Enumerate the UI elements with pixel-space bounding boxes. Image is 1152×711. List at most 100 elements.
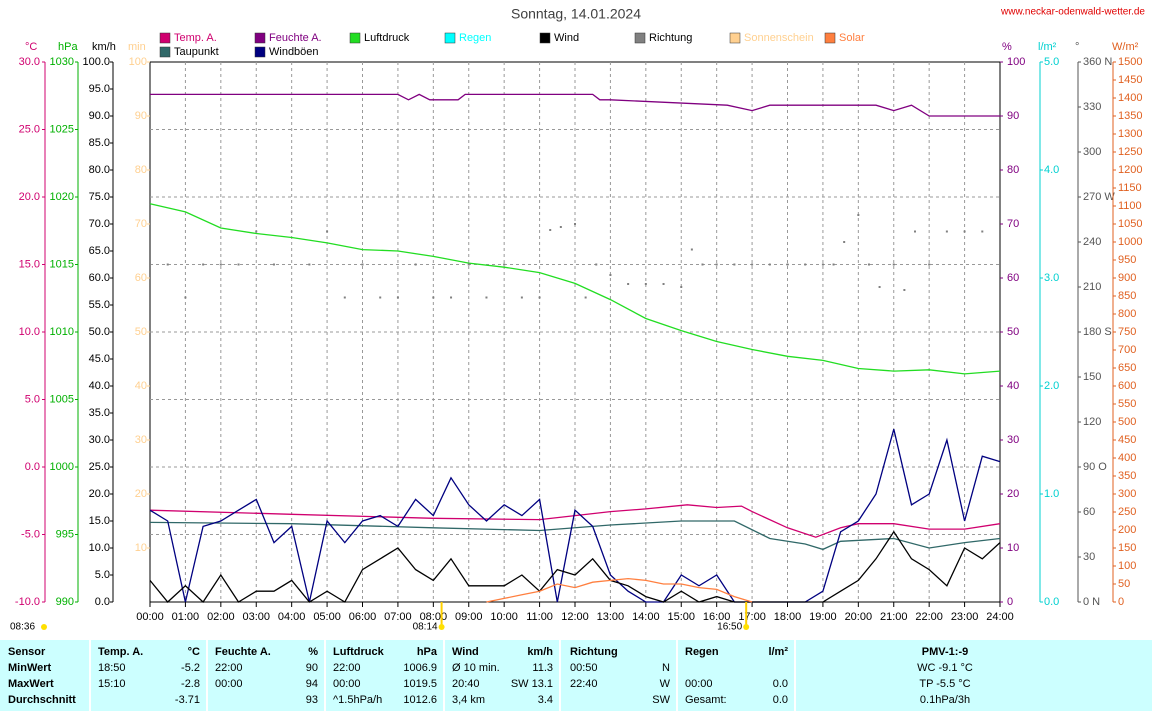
table-header: Richtung bbox=[570, 646, 618, 658]
sun-marker bbox=[743, 624, 750, 630]
y-tick-label: 100.0 bbox=[82, 56, 110, 68]
table-header: PMV-1:-9 bbox=[922, 646, 968, 658]
table-cell: 3.4 bbox=[538, 694, 553, 706]
direction-dot bbox=[914, 230, 916, 233]
y-tick-label: 180 S bbox=[1083, 326, 1112, 338]
y-tick-label: 65.0 bbox=[89, 245, 110, 257]
direction-dot bbox=[584, 296, 587, 299]
table-cell: 00:00 bbox=[333, 678, 361, 690]
direction-dot bbox=[396, 296, 399, 299]
direction-dot bbox=[202, 263, 205, 266]
sun-marker bbox=[438, 624, 445, 630]
table-cell: 0.0 bbox=[773, 694, 788, 706]
legend-swatch bbox=[539, 32, 551, 44]
y-tick-label: 50 bbox=[135, 326, 147, 338]
y-tick-label: 3.0 bbox=[1044, 272, 1059, 284]
y-tick-label: 75.0 bbox=[89, 191, 110, 203]
annotation: 08:36 bbox=[10, 622, 35, 633]
y-tick-label: 10.0 bbox=[89, 542, 110, 554]
direction-dot bbox=[878, 286, 881, 288]
y-tick-label: 35.0 bbox=[89, 407, 110, 419]
table-cell: 3,4 km bbox=[452, 694, 485, 706]
y-tick-label: 1025 bbox=[50, 123, 74, 135]
direction-dot bbox=[308, 263, 311, 266]
chart-title: Sonntag, 14.01.2024 bbox=[511, 6, 641, 22]
y-tick-label: 1450 bbox=[1118, 74, 1142, 86]
y-tick-label: 600 bbox=[1118, 380, 1136, 392]
sun-marker bbox=[41, 624, 47, 630]
y-tick-label: 100 bbox=[1118, 560, 1136, 572]
table-cell: TP -5.5 °C bbox=[919, 678, 970, 690]
direction-dot bbox=[559, 226, 562, 228]
table-cell: W bbox=[660, 678, 671, 690]
x-tick-label: 06:00 bbox=[349, 611, 377, 623]
x-tick-label: 12:00 bbox=[561, 611, 589, 623]
table-cell: 11.3 bbox=[532, 662, 553, 674]
y-tick-label: 40 bbox=[135, 380, 147, 392]
source-link: www.neckar-odenwald-wetter.de bbox=[1000, 7, 1145, 18]
table-header: Temp. A. bbox=[98, 646, 143, 658]
y-tick-label: 50.0 bbox=[89, 326, 110, 338]
y-tick-label: 1250 bbox=[1118, 146, 1142, 158]
y-tick-label: 270 W bbox=[1083, 191, 1115, 203]
x-tick-label: 23:00 bbox=[951, 611, 979, 623]
x-tick-label: 22:00 bbox=[915, 611, 943, 623]
y-tick-label: 500 bbox=[1118, 416, 1136, 428]
legend-label: Windböen bbox=[269, 46, 319, 58]
direction-dot bbox=[662, 283, 665, 285]
legend-swatch bbox=[444, 32, 456, 44]
y-tick-label: 80 bbox=[1007, 164, 1019, 176]
axis-unit: hPa bbox=[58, 41, 78, 53]
direction-dot bbox=[751, 263, 754, 266]
table-cell: SW 13.1 bbox=[511, 678, 553, 690]
table-header: Luftdruck bbox=[333, 646, 385, 658]
direction-dot bbox=[928, 263, 931, 266]
legend-swatch bbox=[729, 32, 741, 44]
direction-dot bbox=[945, 230, 948, 233]
y-tick-label: 450 bbox=[1118, 434, 1136, 446]
y-tick-label: 30.0 bbox=[89, 434, 110, 446]
x-tick-label: 16:00 bbox=[703, 611, 731, 623]
series-line bbox=[149, 429, 1001, 603]
legend-swatch bbox=[159, 46, 171, 58]
y-tick-label: 5.0 bbox=[95, 569, 110, 581]
table-header: km/h bbox=[527, 646, 553, 658]
y-tick-label: 100 bbox=[1007, 56, 1025, 68]
table-cell: WC -9.1 °C bbox=[917, 662, 973, 674]
direction-dot bbox=[903, 289, 906, 291]
series-line bbox=[150, 93, 1000, 117]
table-cell: 00:00 bbox=[685, 678, 713, 690]
direction-dot bbox=[520, 296, 523, 299]
direction-dot bbox=[343, 296, 346, 299]
y-tick-label: 1010 bbox=[50, 326, 74, 338]
y-tick-label: 20 bbox=[1007, 488, 1019, 500]
direction-dot bbox=[237, 263, 240, 266]
direction-dot bbox=[733, 263, 736, 266]
table-cell: N bbox=[662, 662, 670, 674]
direction-dot bbox=[843, 241, 846, 243]
direction-dot bbox=[690, 248, 693, 251]
direction-dot bbox=[219, 263, 222, 266]
x-tick-label: 01:00 bbox=[172, 611, 200, 623]
y-tick-label: 1300 bbox=[1118, 128, 1142, 140]
y-tick-label: 100 bbox=[129, 56, 147, 68]
legend-label: Luftdruck bbox=[364, 32, 410, 44]
y-tick-label: 1150 bbox=[1118, 182, 1142, 194]
y-tick-label: 5.0 bbox=[25, 393, 40, 405]
legend-swatch bbox=[159, 32, 171, 44]
direction-dot bbox=[549, 229, 552, 231]
direction-dot bbox=[538, 296, 541, 299]
axis-unit: W/m² bbox=[1112, 41, 1139, 53]
axis-unit: % bbox=[1002, 41, 1012, 53]
direction-dot bbox=[715, 263, 718, 266]
y-tick-label: 60 bbox=[135, 272, 147, 284]
series-line bbox=[149, 530, 1001, 603]
x-tick-label: 24:00 bbox=[986, 611, 1014, 623]
direction-dot bbox=[786, 263, 789, 266]
table-header: l/m² bbox=[768, 646, 788, 658]
y-tick-label: 10 bbox=[135, 542, 147, 554]
y-tick-label: 60 bbox=[1083, 506, 1095, 518]
y-tick-label: 1000 bbox=[50, 461, 74, 473]
y-tick-label: -10.0 bbox=[15, 596, 40, 608]
